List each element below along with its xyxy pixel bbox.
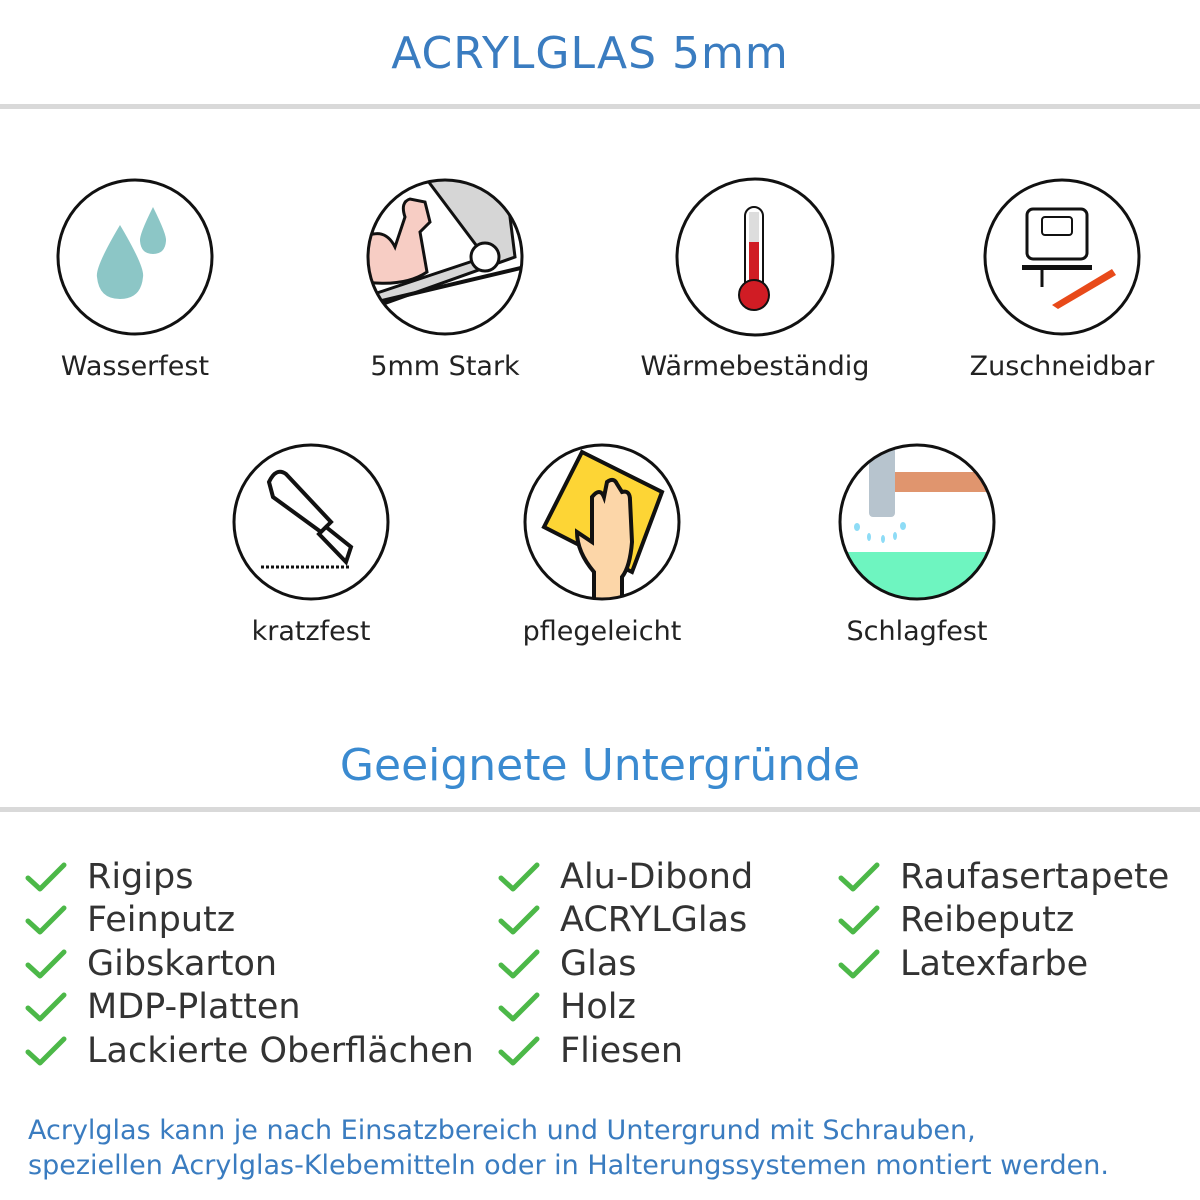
- surface-label: MDP-Platten: [87, 987, 301, 1028]
- feature-wasserfest: Wasserfest: [0, 177, 285, 382]
- surface-label: Lackierte Oberflächen: [87, 1030, 474, 1071]
- feature-label: Schlagfest: [846, 616, 988, 647]
- utility-knife-icon: [232, 443, 390, 601]
- surface-item: Alu-Dibond: [498, 855, 753, 899]
- feature-schlagfest: Schlagfest: [767, 442, 1067, 647]
- surface-item: Gibskarton: [25, 942, 474, 986]
- feature-label: Wärmebeständig: [640, 351, 870, 382]
- check-icon: [838, 949, 880, 979]
- surface-item: Latexfarbe: [838, 942, 1169, 986]
- footer-note: Acrylglas kann je nach Einsatzbereich un…: [28, 1113, 1109, 1183]
- footer-line: speziellen Acrylglas-Klebemitteln oder i…: [28, 1150, 1109, 1181]
- hammer-icon: [838, 443, 996, 601]
- surface-label: Latexfarbe: [900, 943, 1089, 984]
- surface-item: Holz: [498, 986, 753, 1030]
- surface-item: ACRYLGlas: [498, 899, 753, 943]
- feature-label: Wasserfest: [60, 351, 210, 382]
- surface-label: Gibskarton: [87, 943, 278, 984]
- feature-5mm-stark: 5mm Stark: [295, 177, 595, 382]
- surface-label: Feinputz: [87, 900, 236, 941]
- divider: [0, 807, 1200, 812]
- check-icon: [25, 949, 67, 979]
- check-icon: [498, 1036, 540, 1066]
- check-icon: [25, 905, 67, 935]
- surface-item: Reibeputz: [838, 899, 1169, 943]
- feature-label: Zuschneidbar: [969, 351, 1155, 382]
- surface-label: ACRYLGlas: [560, 900, 748, 941]
- check-icon: [25, 1036, 67, 1066]
- hand-cloth-icon: [523, 443, 681, 601]
- check-icon: [498, 992, 540, 1022]
- feature-waermebestaendig: Wärmebeständig: [605, 177, 905, 382]
- check-icon: [498, 862, 540, 892]
- surface-label: Holz: [560, 987, 636, 1028]
- surfaces-column-2: Alu-Dibond ACRYLGlas Glas Holz Fliesen: [498, 855, 753, 1073]
- surface-item: MDP-Platten: [25, 986, 474, 1030]
- feature-label: kratzfest: [251, 616, 371, 647]
- surface-item: Feinputz: [25, 899, 474, 943]
- footer-line: Acrylglas kann je nach Einsatzbereich un…: [28, 1115, 976, 1146]
- jigsaw-cutter-icon: [983, 178, 1141, 336]
- feature-label: pflegeleicht: [522, 616, 682, 647]
- check-icon: [25, 992, 67, 1022]
- feature-pflegeleicht: pflegeleicht: [452, 442, 752, 647]
- feature-zuschneidbar: Zuschneidbar: [912, 177, 1200, 382]
- page-title: ACRYLGLAS 5mm: [391, 28, 789, 79]
- divider: [0, 104, 1200, 109]
- water-drops-icon: [56, 178, 214, 336]
- surface-label: Fliesen: [560, 1030, 684, 1071]
- check-icon: [498, 905, 540, 935]
- surfaces-column-3: Raufasertapete Reibeputz Latexfarbe: [838, 855, 1169, 986]
- surface-label: Alu-Dibond: [560, 856, 754, 897]
- strong-arm-icon: [366, 178, 524, 336]
- surface-item: Glas: [498, 942, 753, 986]
- check-icon: [25, 862, 67, 892]
- surface-item: Lackierte Oberflächen: [25, 1029, 474, 1073]
- surface-label: Raufasertapete: [900, 856, 1170, 897]
- surface-item: Fliesen: [498, 1029, 753, 1073]
- surfaces-column-1: Rigips Feinputz Gibskarton MDP-Platten Lacki…: [25, 855, 474, 1073]
- surface-label: Reibeputz: [900, 900, 1075, 941]
- surface-label: Rigips: [87, 856, 194, 897]
- surface-item: Raufasertapete: [838, 855, 1169, 899]
- check-icon: [838, 862, 880, 892]
- check-icon: [838, 905, 880, 935]
- thermometer-icon: [675, 177, 835, 337]
- surface-item: Rigips: [25, 855, 474, 899]
- feature-kratzfest: kratzfest: [161, 442, 461, 647]
- surface-label: Glas: [560, 943, 637, 984]
- section-title: Geeignete Untergründe: [339, 740, 861, 791]
- feature-label: 5mm Stark: [370, 351, 520, 382]
- check-icon: [498, 949, 540, 979]
